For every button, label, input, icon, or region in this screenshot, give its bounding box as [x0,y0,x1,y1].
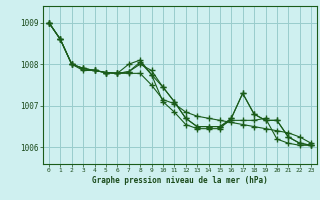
X-axis label: Graphe pression niveau de la mer (hPa): Graphe pression niveau de la mer (hPa) [92,176,268,185]
